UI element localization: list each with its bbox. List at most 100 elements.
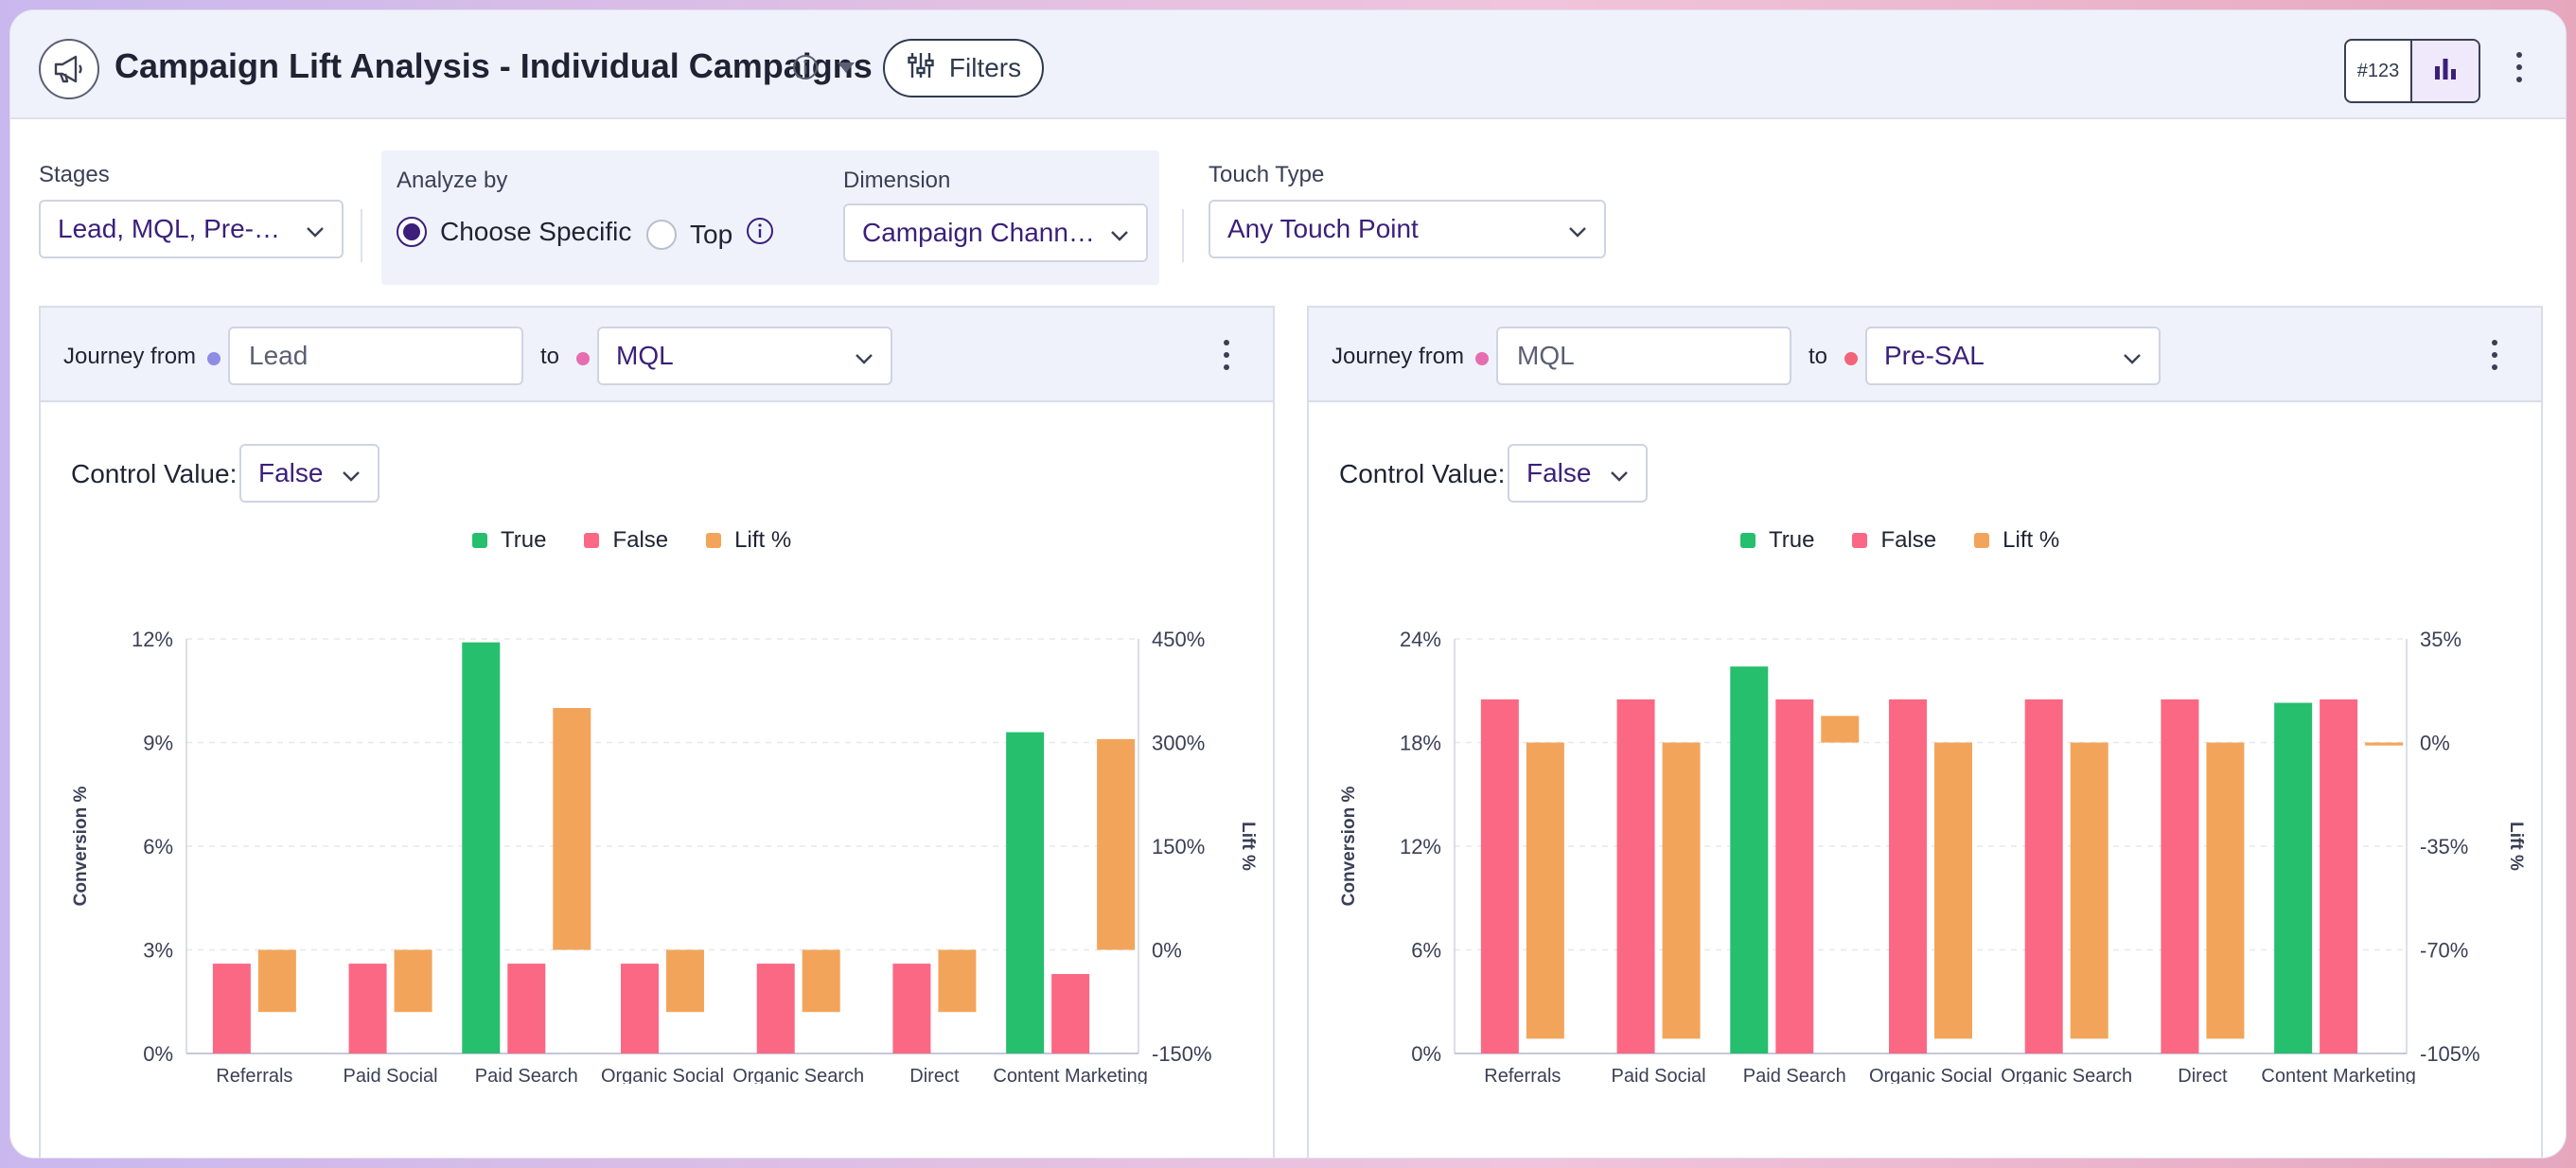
radio-choose-specific-label: Choose Specific [440, 217, 632, 246]
control-value-select[interactable]: False [239, 444, 379, 503]
x-tick-label: Direct [909, 1066, 960, 1084]
journey-from-value: Lead [249, 341, 309, 370]
chevron-down-icon [1097, 218, 1129, 248]
info-icon[interactable] [746, 217, 774, 252]
radio-top[interactable]: Top [646, 217, 774, 252]
panel-more-options-icon[interactable] [2492, 340, 2497, 370]
journey-from-value: MQL [1517, 341, 1575, 370]
x-tick-label: Paid Social [344, 1066, 438, 1084]
control-value-select[interactable]: False [1508, 444, 1648, 503]
legend-label: Lift % [734, 527, 792, 553]
bar-lift [1097, 738, 1136, 950]
y2-tick-label: -105% [2420, 1042, 2480, 1066]
filters-button[interactable]: Filters [883, 39, 1044, 97]
megaphone-icon [39, 39, 99, 99]
panel-more-options-icon[interactable] [1224, 340, 1229, 370]
journey-to-select[interactable]: MQL [597, 327, 892, 385]
bar-false [756, 964, 795, 1053]
y-tick-label: 9% [143, 732, 173, 755]
radio-choose-specific[interactable]: Choose Specific [397, 217, 631, 247]
conversion-lift-chart: 0% 6% 12% 18% 24% -105% -70% -35% 0% 35% Referrals… [1339, 628, 2526, 1084]
y-tick-label: 12% [132, 628, 173, 651]
bar-false [2161, 699, 2199, 1053]
bar-lift [1526, 742, 1564, 1039]
y2-tick-label: 150% [1152, 835, 1205, 858]
legend-item-false[interactable]: False [584, 527, 668, 554]
bar-true [1006, 732, 1045, 1053]
x-tick-label: Paid Search [475, 1066, 578, 1084]
bar-false [1775, 699, 1814, 1053]
divider [361, 209, 362, 262]
legend-swatch [584, 533, 600, 548]
page-title: Campaign Lift Analysis - Individual Camp… [115, 46, 873, 85]
dimension-value: Campaign Channel: ... [862, 218, 1097, 247]
y2-tick-label: -35% [2420, 835, 2468, 858]
journey-to-select[interactable]: Pre-SAL [1865, 327, 2161, 385]
bar-lift [938, 949, 977, 1013]
legend-swatch [1740, 533, 1756, 548]
bar-false [212, 964, 251, 1053]
x-tick-label: Paid Social [1612, 1066, 1706, 1084]
number-view-button[interactable]: #123 [2346, 41, 2412, 101]
journey-from-input[interactable]: MQL [1496, 327, 1791, 385]
bar-lift [394, 949, 432, 1013]
chevron-down-icon [1555, 214, 1587, 244]
mql-stage-dot-icon [576, 352, 590, 365]
conversion-lift-chart: 0% 3% 6% 9% 12% -150% 0% 150% 300% 450% Referrals P… [71, 628, 1258, 1084]
lead-stage-dot-icon [207, 352, 221, 365]
legend-item-lift[interactable]: Lift % [1974, 527, 2059, 554]
x-tick-label: Organic Social [1869, 1066, 1992, 1084]
journey-from-input[interactable]: Lead [228, 327, 523, 385]
chevron-down-icon [841, 341, 873, 371]
chevron-down-icon [292, 214, 325, 244]
y-tick-label: 3% [143, 939, 173, 963]
legend-item-false[interactable]: False [1852, 527, 1936, 554]
journey-to-label: to [1808, 344, 1828, 369]
control-value-label: Control Value: [71, 459, 238, 488]
bar-lift [2365, 742, 2404, 746]
legend-item-lift[interactable]: Lift % [706, 527, 791, 554]
bar-false [1889, 699, 1927, 1053]
legend-swatch [1974, 533, 1990, 548]
y2-tick-label: -150% [1152, 1042, 1212, 1066]
bar-lift [257, 949, 296, 1013]
y-tick-label: 6% [1411, 939, 1441, 963]
y2-tick-label: 450% [1152, 628, 1205, 651]
legend-item-true[interactable]: True [1740, 527, 1814, 554]
y-tick-label: 18% [1400, 732, 1441, 755]
legend-swatch [472, 533, 487, 548]
y-tick-label: 24% [1400, 628, 1441, 651]
bar-false [2320, 699, 2358, 1053]
touch-type-value: Any Touch Point [1227, 214, 1419, 243]
y2-tick-label: 0% [1152, 939, 1182, 963]
stages-select[interactable]: Lead, MQL, Pre-SAL [39, 200, 344, 258]
bar-false [507, 964, 546, 1053]
x-tick-label: Organic Social [601, 1066, 724, 1084]
bar-false [892, 964, 931, 1053]
bar-false [1616, 699, 1655, 1053]
bar-lift [802, 949, 840, 1013]
chart-view-button[interactable] [2412, 41, 2479, 101]
y2-tick-label: 0% [2420, 732, 2450, 755]
touch-type-select[interactable]: Any Touch Point [1209, 200, 1606, 258]
touch-type-label: Touch Type [1209, 162, 1325, 187]
dimension-select[interactable]: Campaign Channel: ... [843, 204, 1148, 262]
y2-tick-label: 300% [1152, 732, 1205, 755]
divider [1182, 209, 1184, 262]
more-options-icon[interactable] [2516, 52, 2522, 82]
view-toggle: #123 [2344, 39, 2480, 103]
x-tick-label: Organic Search [732, 1066, 864, 1084]
x-tick-label: Content Marketing [993, 1066, 1147, 1084]
y2-axis-title: Lift % [2506, 822, 2526, 871]
app-frame: Campaign Lift Analysis - Individual Camp… [9, 9, 2567, 1159]
y-tick-label: 0% [1411, 1042, 1441, 1066]
mql-stage-dot-icon [1475, 352, 1489, 365]
x-tick-label: Organic Search [2001, 1066, 2132, 1084]
x-tick-label: Referrals [1484, 1066, 1561, 1084]
legend-item-true[interactable]: True [472, 527, 546, 554]
legend-label: False [1880, 527, 1937, 553]
bar-false [1051, 974, 1090, 1053]
chevron-down-icon [2109, 341, 2142, 371]
title-caret-down-icon[interactable] [836, 60, 856, 80]
info-icon[interactable] [792, 54, 819, 85]
